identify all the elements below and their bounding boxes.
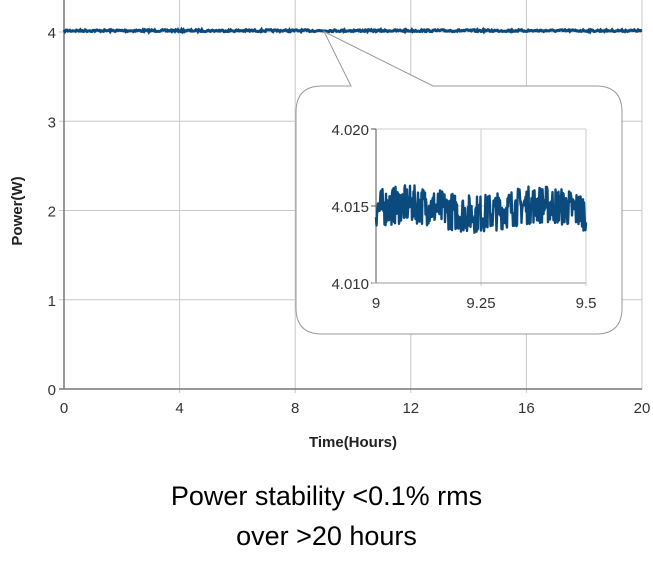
- inset-y-tick-label: 4.020: [331, 122, 369, 139]
- x-axis-label: Time(Hours): [309, 434, 397, 451]
- x-tick-label: 20: [634, 400, 651, 417]
- y-axis-label: Power(W): [9, 176, 26, 245]
- x-tick-label: 8: [291, 400, 299, 417]
- inset-x-tick-label: 9: [372, 295, 380, 312]
- inset-callout: 9 9.25 9.5 4.010 4.015 4.020: [295, 30, 623, 335]
- x-tick-label: 12: [402, 400, 419, 417]
- inset-series-line: [374, 184, 588, 234]
- y-tick-label: 1: [48, 293, 56, 310]
- caption-line-1: Power stability <0.1% rms: [170, 481, 483, 511]
- callout-bubble: [295, 30, 623, 335]
- y-tick-label: 0: [48, 382, 56, 399]
- power-series-line: [62, 26, 643, 35]
- x-tick-label: 16: [518, 400, 535, 417]
- y-tick-label: 2: [48, 204, 56, 221]
- y-tick-label: 4: [48, 25, 56, 42]
- inset-y-tick-label: 4.015: [331, 199, 369, 216]
- inset-y-tick-label: 4.010: [331, 276, 369, 293]
- inset-x-tick-label: 9.25: [466, 295, 495, 312]
- x-tick-label: 0: [60, 400, 68, 417]
- x-tick-label: 4: [175, 400, 183, 417]
- caption-line-2: over >20 hours: [236, 521, 417, 551]
- y-tick-label: 3: [48, 114, 56, 131]
- inset-x-tick-label: 9.5: [576, 295, 597, 312]
